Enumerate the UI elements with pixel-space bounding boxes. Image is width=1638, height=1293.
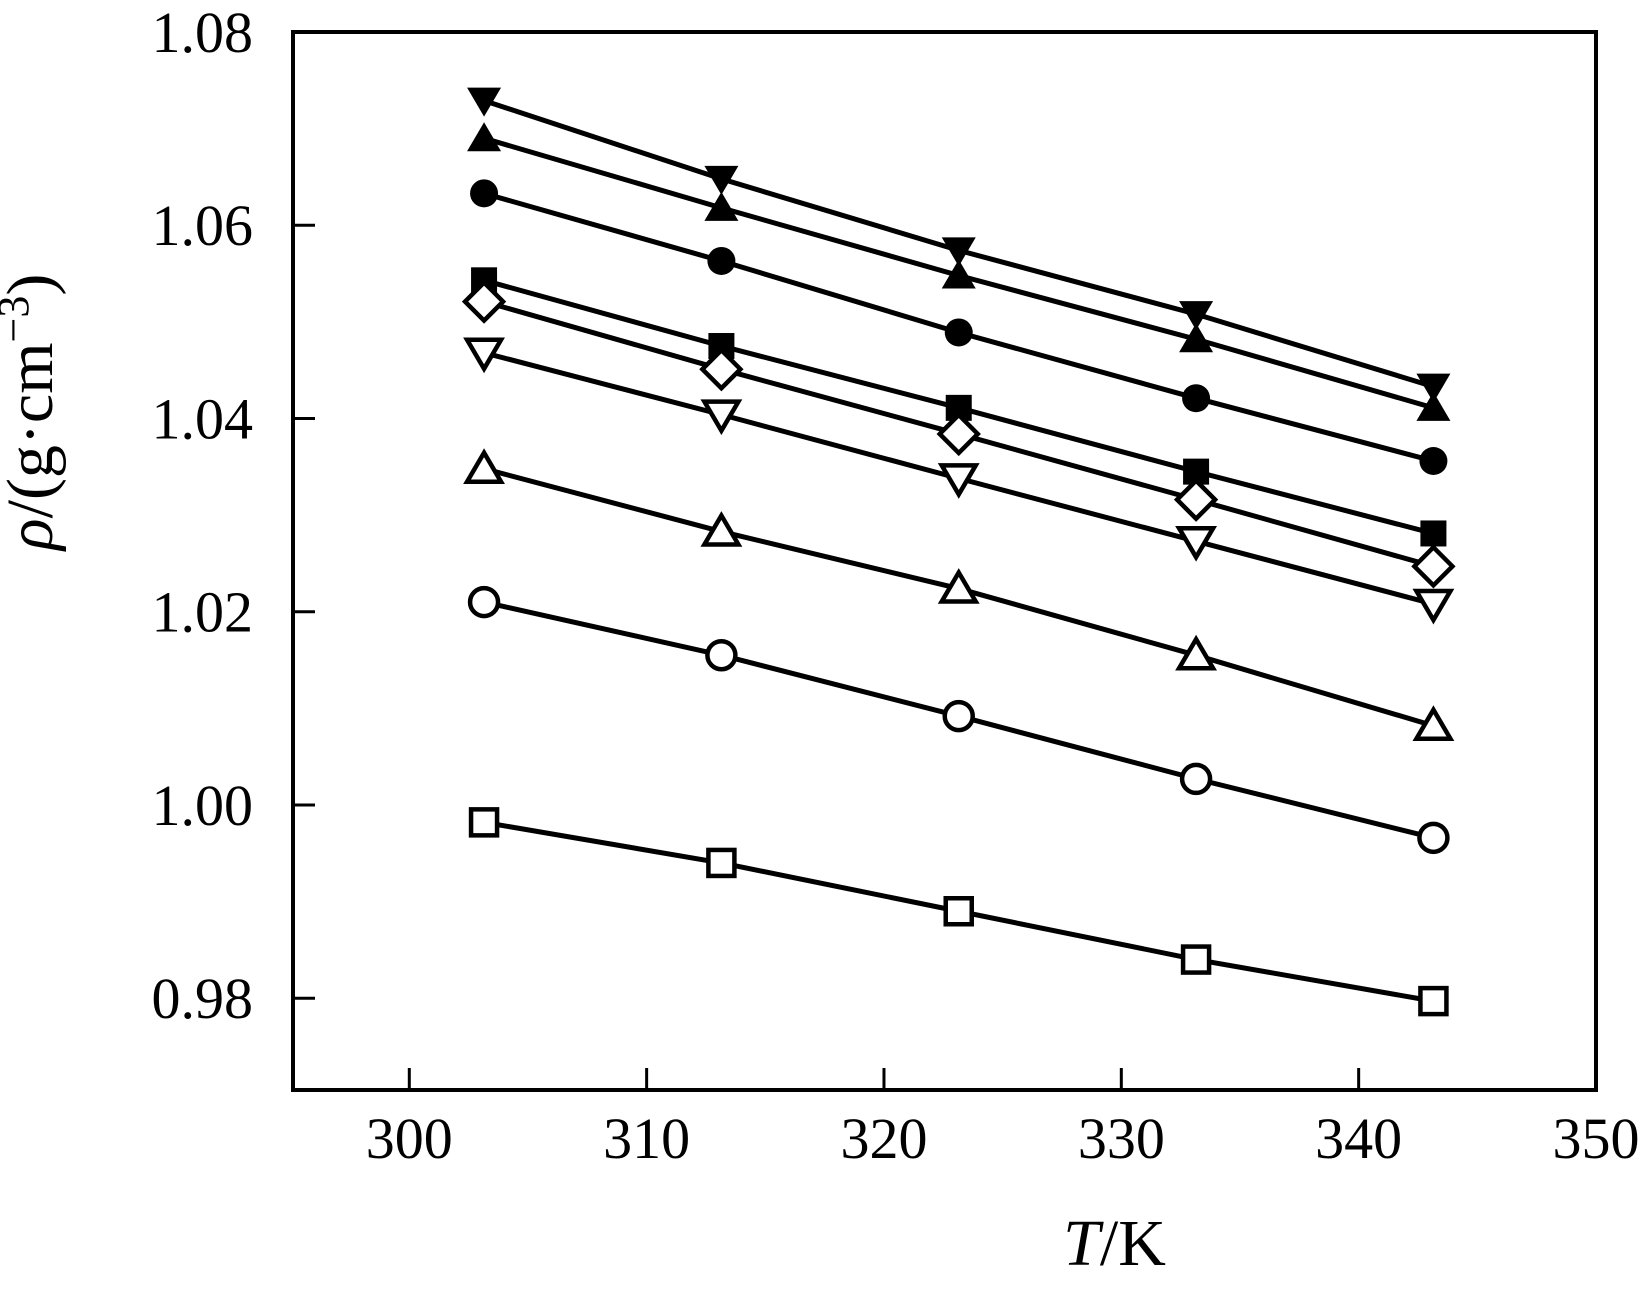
square-open-marker — [946, 898, 972, 924]
diamond-open-marker — [1177, 481, 1215, 519]
square-open-marker — [708, 850, 734, 876]
diamond-open-marker — [465, 283, 503, 321]
y-axis-label: ρ/(g·cm−3) — [0, 274, 67, 552]
y-tick-label: 0.98 — [152, 966, 254, 1031]
circle-filled-marker — [707, 247, 735, 275]
y-tick-label: 1.08 — [152, 0, 254, 65]
x-tick-label: 320 — [840, 1106, 927, 1171]
diamond-open-marker — [940, 415, 978, 453]
y-tick-label: 1.04 — [152, 386, 254, 451]
circle-open-marker — [945, 702, 973, 730]
y-tick-label: 1.02 — [152, 580, 254, 645]
y-tick-label: 1.06 — [152, 193, 254, 258]
square-filled-marker — [1420, 520, 1446, 546]
x-tick-label: 350 — [1553, 1106, 1638, 1171]
circle-open-marker — [1182, 765, 1210, 793]
circle-filled-marker — [470, 179, 498, 207]
x-axis-label: T/K — [1063, 1207, 1166, 1280]
circle-open-marker — [707, 641, 735, 669]
circle-filled-marker — [945, 318, 973, 346]
triangle-down-open-marker — [1416, 591, 1450, 620]
circle-open-marker — [1419, 824, 1447, 852]
x-tick-label: 330 — [1078, 1106, 1165, 1171]
circle-filled-marker — [1419, 447, 1447, 475]
square-open-marker — [1183, 947, 1209, 973]
triangle-up-filled-marker — [467, 122, 501, 151]
circle-open-marker — [470, 588, 498, 616]
x-tick-label: 300 — [366, 1106, 453, 1171]
square-open-marker — [1420, 988, 1446, 1014]
square-open-marker — [471, 809, 497, 835]
y-tick-label: 1.00 — [152, 773, 254, 838]
x-tick-label: 340 — [1315, 1106, 1402, 1171]
diamond-open-marker — [1414, 547, 1452, 585]
diamond-open-marker — [702, 350, 740, 388]
x-tick-label: 310 — [603, 1106, 690, 1171]
triangle-up-open-marker — [467, 453, 501, 482]
circle-filled-marker — [1182, 384, 1210, 412]
